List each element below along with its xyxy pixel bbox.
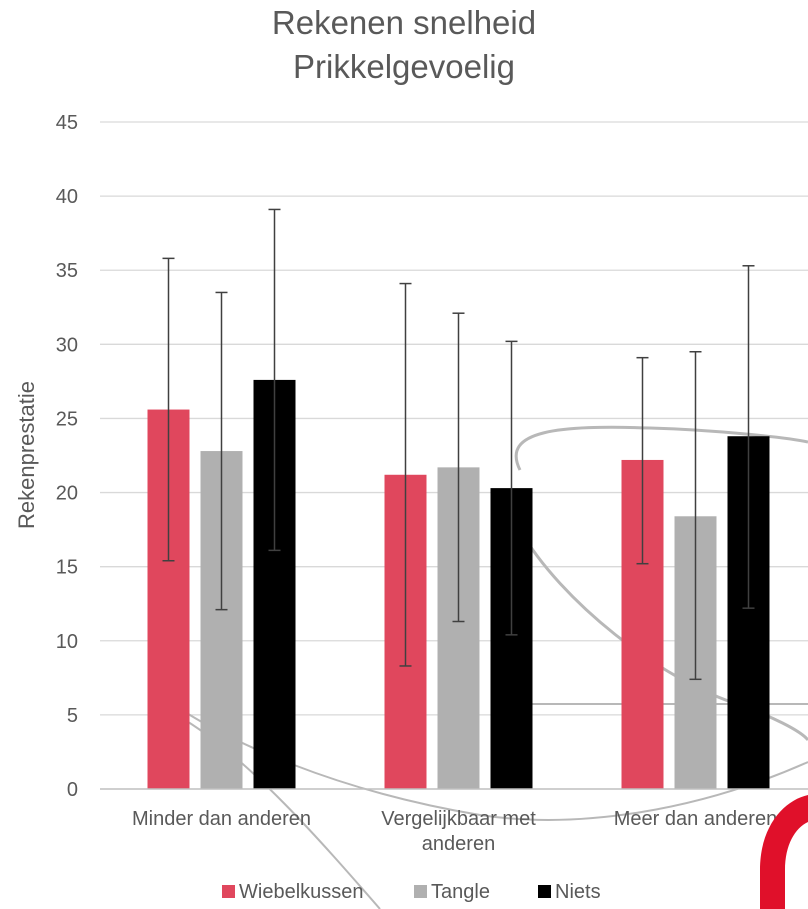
legend-swatch-tangle [414,885,427,898]
chart-title: Rekenen snelheid Prikkelgevoelig [272,4,536,85]
category-label: Meer dan anderen [614,808,777,830]
y-axis-ticks: 0 5 10 15 20 25 30 35 40 45 [56,112,78,801]
y-tick-label: 25 [56,408,78,430]
category-labels: Minder dan anderen Vergelijkbaar met ander… [132,808,777,855]
logo-arc-icon [760,795,808,909]
legend-swatch-wiebelkussen [222,885,235,898]
legend-label: Wiebelkussen [239,881,364,903]
y-tick-label: 5 [67,705,78,727]
y-tick-label: 30 [56,334,78,356]
y-tick-label: 45 [56,112,78,134]
y-tick-label: 40 [56,186,78,208]
y-tick-label: 0 [67,779,78,801]
category-label: anderen [422,833,495,855]
y-tick-label: 15 [56,557,78,579]
legend: Wiebelkussen Tangle Niets [222,881,601,903]
category-label: Minder dan anderen [132,808,311,830]
legend-label: Niets [555,881,601,903]
y-tick-label: 35 [56,260,78,282]
legend-label: Tangle [431,881,490,903]
category-label: Vergelijkbaar met [381,808,536,830]
y-axis-label: Rekenprestatie [14,381,39,529]
error-bars [162,208,755,681]
chart-title-line: Rekenen snelheid [272,4,536,41]
chart-title-line: Prikkelgevoelig [293,48,515,85]
legend-swatch-niets [538,885,551,898]
y-tick-label: 20 [56,483,78,505]
y-tick-label: 10 [56,631,78,653]
